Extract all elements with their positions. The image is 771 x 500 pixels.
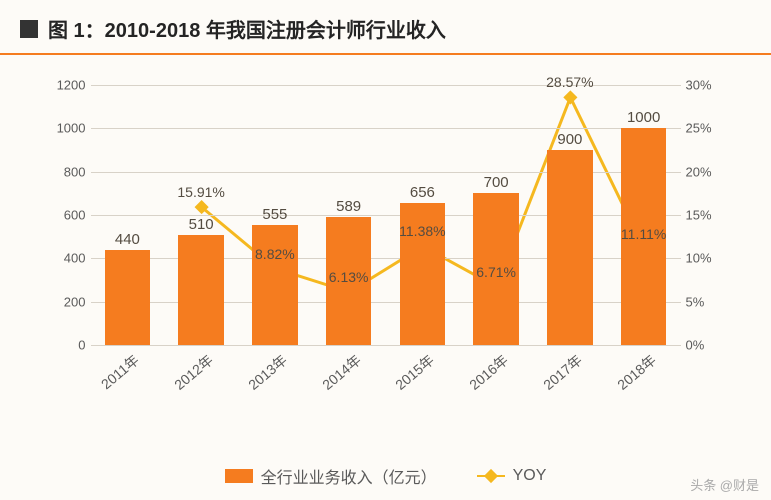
legend-item-line: YOY — [477, 464, 547, 488]
bar — [547, 150, 593, 345]
x-tick-label: 2018年 — [612, 350, 659, 394]
x-tick-label: 2015年 — [391, 350, 438, 394]
y2-tick-label: 10% — [686, 251, 726, 266]
chart-area: 440 510 555 589 656 700 900 1000 15.91% 8.82% 6.13… — [36, 75, 736, 415]
bar-value-label: 1000 — [627, 109, 660, 126]
bar-value-label: 510 — [189, 216, 214, 233]
y1-tick-label: 400 — [46, 251, 86, 266]
line-swatch-icon — [477, 475, 505, 477]
y2-tick-label: 20% — [686, 164, 726, 179]
legend: 全行业业务收入（亿元） YOY — [0, 464, 771, 488]
chart-title: 图 1：2010-2018 年我国注册会计师行业收入 — [48, 14, 446, 43]
line-value-label: 8.82% — [255, 245, 295, 261]
plot-region: 440 510 555 589 656 700 900 1000 15.91% 8.82% 6.13… — [91, 85, 681, 345]
y1-tick-label: 1200 — [46, 78, 86, 93]
legend-line-label: YOY — [513, 467, 547, 485]
x-tick-label: 2011年 — [97, 350, 144, 394]
bar — [252, 225, 298, 345]
legend-item-bar: 全行业业务收入（亿元） — [225, 464, 437, 488]
line-value-label: 15.91% — [177, 184, 224, 200]
x-tick-label: 2016年 — [465, 350, 512, 394]
y1-tick-label: 600 — [46, 208, 86, 223]
line-value-label: 6.71% — [476, 264, 516, 280]
bar — [105, 250, 151, 345]
bar-value-label: 589 — [336, 198, 361, 215]
y2-tick-label: 25% — [686, 121, 726, 136]
watermark: 头条 @财是 — [690, 475, 759, 494]
gridline — [91, 128, 681, 129]
gridline — [91, 345, 681, 346]
chart-title-bar: 图 1：2010-2018 年我国注册会计师行业收入 — [0, 0, 771, 55]
line-value-label: 28.57% — [546, 74, 593, 90]
y2-tick-label: 15% — [686, 208, 726, 223]
bar — [178, 235, 224, 346]
y1-tick-label: 800 — [46, 164, 86, 179]
legend-bar-label: 全行业业务收入（亿元） — [261, 464, 437, 488]
x-tick-label: 2017年 — [539, 350, 586, 394]
x-tick-label: 2013年 — [244, 350, 291, 394]
line-value-label: 11.11% — [621, 226, 666, 242]
y1-tick-label: 200 — [46, 294, 86, 309]
x-tick-label: 2012年 — [170, 350, 217, 394]
bar-value-label: 656 — [410, 184, 435, 201]
y1-tick-label: 1000 — [46, 121, 86, 136]
bar-value-label: 900 — [557, 131, 582, 148]
y2-tick-label: 5% — [686, 294, 726, 309]
bar-swatch-icon — [225, 469, 253, 483]
y1-tick-label: 0 — [46, 338, 86, 353]
line-value-label: 6.13% — [329, 269, 369, 285]
y2-tick-label: 30% — [686, 78, 726, 93]
bar-value-label: 555 — [262, 206, 287, 223]
y2-tick-label: 0% — [686, 338, 726, 353]
bar-value-label: 440 — [115, 231, 140, 248]
bar-value-label: 700 — [484, 174, 509, 191]
title-bullet-icon — [20, 20, 38, 38]
x-tick-label: 2014年 — [317, 350, 364, 394]
line-value-label: 11.38% — [399, 223, 445, 239]
